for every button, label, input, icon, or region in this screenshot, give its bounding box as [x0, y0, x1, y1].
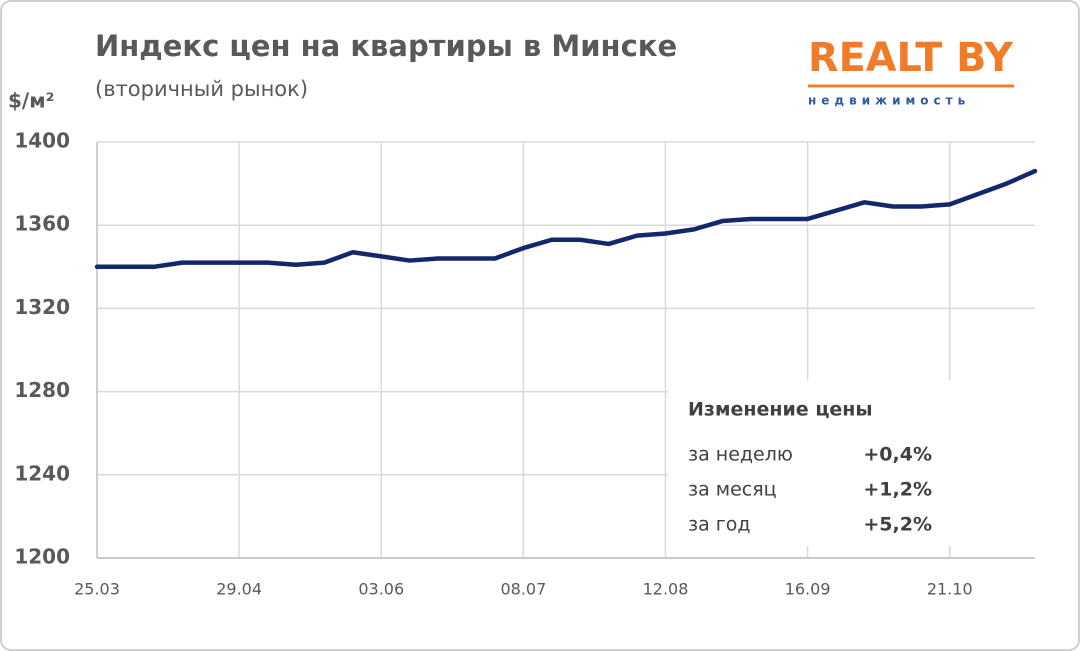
line: [94, 168, 1038, 270]
change-box-title: Изменение цены: [688, 399, 873, 421]
x-tick-label: 29.04: [216, 580, 262, 599]
y-tick-label: 1240: [14, 461, 70, 485]
change-box: [668, 380, 1035, 546]
y-tick-label: 1360: [14, 212, 70, 236]
change-value: +0,4%: [863, 444, 932, 466]
x-tick-label: 16.09: [785, 580, 831, 599]
chart-subtitle: (вторичный рынок): [95, 77, 308, 101]
y-tick-label: 1200: [14, 545, 70, 569]
logo-tagline: недвижимость: [808, 94, 970, 108]
change-value: +1,2%: [863, 479, 932, 501]
change-label: за год: [688, 514, 751, 536]
y-tick-label: 1400: [14, 129, 70, 153]
y-tick-label: 1280: [14, 378, 70, 402]
plot: [94, 168, 1038, 270]
change-label: за неделю: [688, 444, 793, 466]
x-tick-label: 25.03: [74, 580, 120, 599]
logo-name: REALT BY: [808, 35, 1014, 81]
chart-title: Индекс цен на квартиры в Минске: [95, 29, 677, 63]
x-tick-label: 12.08: [643, 580, 689, 599]
x-tick-label: 21.10: [927, 580, 973, 599]
y-axis-label: $/м²: [8, 89, 54, 113]
x-tick-label: 03.06: [358, 580, 404, 599]
change-label: за месяц: [688, 479, 777, 501]
change-rows: за неделю +0,4% за месяц +1,2% за год +5,2%: [688, 444, 932, 536]
change-value: +5,2%: [863, 514, 932, 536]
y-tick-label: 1320: [14, 295, 70, 319]
x-tick-label: 08.07: [500, 580, 546, 599]
